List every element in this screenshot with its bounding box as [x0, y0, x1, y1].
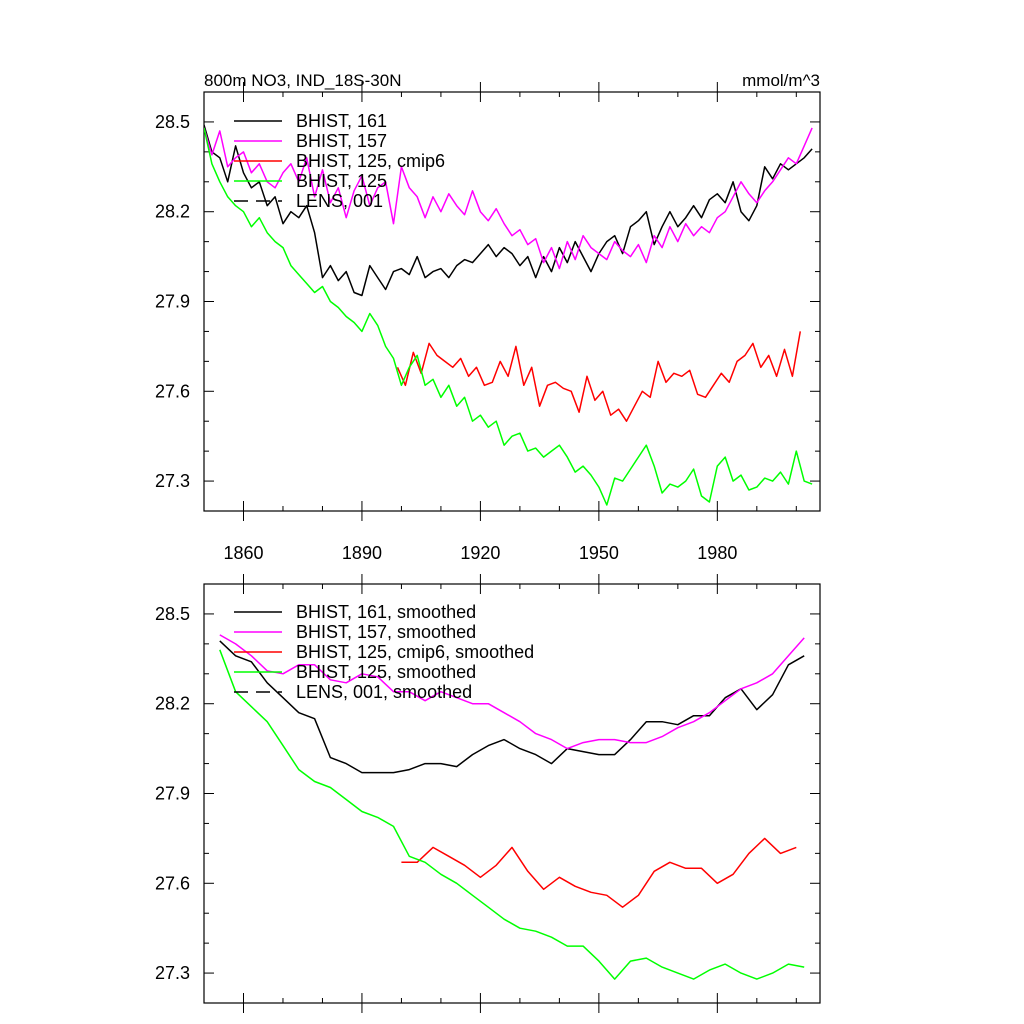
series-line-bhist-157	[204, 127, 813, 270]
legend-label: BHIST, 157, smoothed	[296, 622, 476, 642]
legend-label: BHIST, 125	[296, 171, 387, 191]
legend-label: BHIST, 125, cmip6	[296, 151, 445, 171]
series-line-bhist-125-smoothed	[219, 649, 805, 980]
y-tick-label: 27.6	[155, 873, 190, 893]
x-tick-label: 1890	[342, 543, 382, 563]
y-tick-label: 28.5	[155, 604, 190, 624]
bottom-panel: 27.3 27.6 27.9 28.2 28.5 BHIST, 161, smoothed…	[155, 574, 821, 1013]
x-tick-label: 1860	[223, 543, 263, 563]
y-tick-label: 28.5	[155, 112, 190, 132]
y-tick-label: 28.2	[155, 202, 190, 222]
y-tick-label: 27.9	[155, 784, 190, 804]
series-line-bhist-157-smoothed	[219, 634, 805, 750]
x-tick-label: 1980	[697, 543, 737, 563]
y-tick-label: 27.6	[155, 381, 190, 401]
series-line-bhist-125-cmip6	[396, 331, 802, 422]
y-tick-label: 27.9	[155, 292, 190, 312]
series-line-bhist-125	[204, 127, 813, 506]
legend-label: BHIST, 161	[296, 111, 387, 131]
series-line-bhist-161	[204, 124, 813, 297]
units-label: mmol/m^3	[742, 71, 820, 90]
legend-label: BHIST, 125, cmip6, smoothed	[296, 642, 534, 662]
legend-label: LENS, 001, smoothed	[296, 682, 472, 702]
legend-label: LENS, 001	[296, 191, 383, 211]
legend-label: BHIST, 161, smoothed	[296, 602, 476, 622]
legend-label: BHIST, 125, smoothed	[296, 662, 476, 682]
y-tick-label: 27.3	[155, 963, 190, 983]
x-tick-label: 1950	[579, 543, 619, 563]
chart-title: 800m NO3, IND_18S-30N	[204, 71, 401, 90]
y-tick-label: 27.3	[155, 471, 190, 491]
y-tick-label: 28.2	[155, 694, 190, 714]
top-panel: 1860 1890 1920 1950 1980 27.3 27.6 27.9 28.2 28.5…	[155, 82, 821, 563]
series-line-bhist-161-smoothed	[219, 640, 805, 774]
series-line-bhist-125-cmip6-smoothed	[401, 837, 797, 908]
x-tick-label: 1920	[460, 543, 500, 563]
legend-label: BHIST, 157	[296, 131, 387, 151]
